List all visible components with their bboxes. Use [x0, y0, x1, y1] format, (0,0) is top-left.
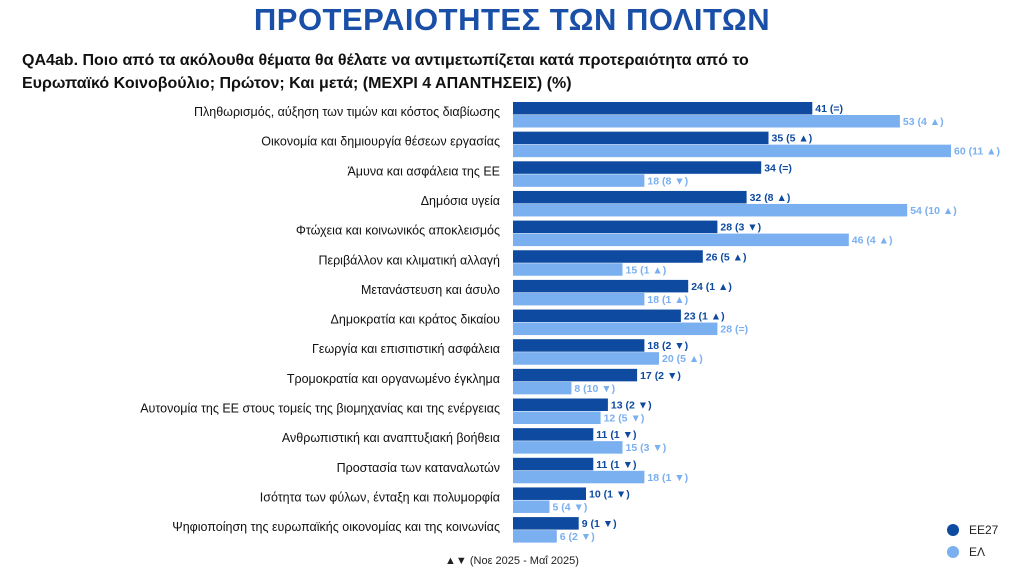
- value-label-el: 46 (4 ▲): [852, 235, 893, 247]
- bar-ee27: [513, 190, 747, 204]
- value-label-el: 18 (1 ▼): [647, 472, 688, 484]
- value-label-el: 60 (11 ▲): [954, 146, 1000, 158]
- category-label: Περιβάλλον και κλιματική αλλαγή: [318, 253, 500, 267]
- category-label: Ψηφιοποίηση της ευρωπαϊκής οικονομίας κα…: [172, 520, 500, 534]
- category-label: Μετανάστευση και άσυλο: [361, 283, 500, 297]
- bar-el: [513, 263, 623, 276]
- legend-swatch-ee27: [947, 524, 959, 536]
- bar-ee27: [513, 161, 762, 174]
- category-label: Αυτονομία της ΕΕ στους τομείς της βιομηχ…: [140, 402, 500, 416]
- value-label-ee27: 35 (5 ▲): [772, 133, 813, 145]
- question-line-2: Ευρωπαϊκό Κοινοβούλιο; Πρώτον; Και μετά;…: [22, 75, 572, 92]
- category-label: Ανθρωπιστική και αναπτυξιακή βοήθεια: [282, 431, 500, 445]
- bar-ee27: [513, 368, 638, 382]
- bar-el: [513, 203, 908, 217]
- value-label-ee27: 10 (1 ▼): [589, 488, 630, 500]
- legend-item-el: ΕΛ: [947, 545, 985, 559]
- bar-el: [513, 233, 849, 247]
- bar-el: [513, 381, 572, 395]
- bar-ee27: [513, 517, 579, 530]
- value-label-el: 15 (1 ▲): [626, 264, 667, 276]
- question-line-1: QA4ab. Ποιο από τα ακόλουθα θέματα θα θέ…: [22, 52, 749, 69]
- value-label-ee27: 23 (1 ▲): [684, 311, 725, 323]
- category-label: Προστασία των καταναλωτών: [337, 461, 500, 475]
- legend-label-el: ΕΛ: [969, 545, 986, 559]
- category-label: Δημόσια υγεία: [421, 194, 500, 208]
- category-label: Τρομοκρατία και οργανωμένο έγκλημα: [287, 372, 500, 386]
- bar-el: [513, 174, 645, 187]
- bar-el: [513, 530, 557, 543]
- value-label-el: 15 (3 ▼): [626, 442, 667, 454]
- value-label-ee27: 11 (1 ▼): [596, 429, 636, 441]
- bar-ee27: [513, 457, 594, 471]
- value-label-ee27: 32 (8 ▲): [750, 192, 791, 204]
- bar-ee27: [513, 339, 645, 352]
- value-label-ee27: 28 (3 ▼): [720, 222, 761, 234]
- category-label: Ισότητα των φύλων, ένταξη και πολυμορφία: [260, 490, 500, 504]
- value-label-el: 6 (2 ▼): [560, 531, 595, 543]
- value-label-el: 18 (1 ▲): [647, 294, 688, 306]
- value-label-el: 12 (5 ▼): [604, 413, 645, 425]
- value-label-ee27: 34 (=): [764, 162, 792, 174]
- bar-el: [513, 352, 659, 365]
- bar-el: [513, 470, 645, 484]
- value-label-el: 5 (4 ▼): [553, 501, 588, 513]
- value-label-el: 54 (10 ▲): [910, 205, 957, 217]
- value-label-ee27: 18 (2 ▼): [647, 340, 688, 352]
- value-label-ee27: 11 (1 ▼): [596, 459, 636, 471]
- value-label-el: 28 (=): [720, 324, 748, 336]
- value-label-ee27: 9 (1 ▼): [582, 518, 617, 530]
- category-label: Γεωργία και επισιτιστική ασφάλεια: [312, 342, 500, 356]
- value-label-el: 18 (8 ▼): [647, 175, 688, 187]
- value-label-ee27: 17 (2 ▼): [640, 370, 681, 382]
- category-label: Φτώχεια και κοινωνικός αποκλεισμός: [296, 224, 500, 238]
- value-label-ee27: 24 (1 ▲): [691, 281, 732, 293]
- bar-el: [513, 441, 623, 454]
- footer-note: ▲▼ (Νοε 2025 - Μαΐ 2025): [445, 555, 579, 567]
- value-label-ee27: 13 (2 ▼): [611, 400, 652, 412]
- bar-el: [513, 144, 951, 158]
- bar-el: [513, 115, 900, 128]
- value-label-el: 20 (5 ▲): [662, 353, 703, 365]
- bar-el: [513, 411, 601, 424]
- bar-ee27: [513, 309, 681, 323]
- bar-el: [513, 322, 718, 336]
- legend-item-ee27: ΕΕ27: [947, 523, 998, 537]
- bar-ee27: [513, 428, 594, 441]
- bar-ee27: [513, 279, 689, 293]
- category-label: Πληθωρισμός, αύξηση των τιμών και κόστος…: [194, 105, 500, 119]
- value-label-el: 53 (4 ▲): [903, 116, 944, 128]
- bar-el: [513, 292, 645, 306]
- bar-ee27: [513, 398, 608, 411]
- value-label-ee27: 26 (5 ▲): [706, 251, 747, 263]
- value-label-el: 8 (10 ▼): [574, 383, 615, 395]
- bar-ee27: [513, 131, 769, 145]
- category-label: Άμυνα και ασφάλεια της ΕΕ: [347, 164, 500, 178]
- legend-label-ee27: ΕΕ27: [969, 523, 999, 537]
- category-label: Οικονομία και δημιουργία θέσεων εργασίας: [261, 135, 500, 149]
- bar-ee27: [513, 220, 718, 234]
- bar-ee27: [513, 250, 703, 263]
- bar-el: [513, 500, 550, 513]
- bar-ee27: [513, 102, 813, 115]
- category-label: Δημοκρατία και κράτος δικαίου: [331, 313, 501, 327]
- page-title: ΠΡΟΤΕΡΑΙΟΤΗΤΕΣ ΤΩΝ ΠΟΛΙΤΩΝ: [253, 2, 771, 37]
- bar-ee27: [513, 487, 586, 500]
- value-label-ee27: 41 (=): [815, 103, 843, 115]
- legend-swatch-el: [947, 546, 959, 558]
